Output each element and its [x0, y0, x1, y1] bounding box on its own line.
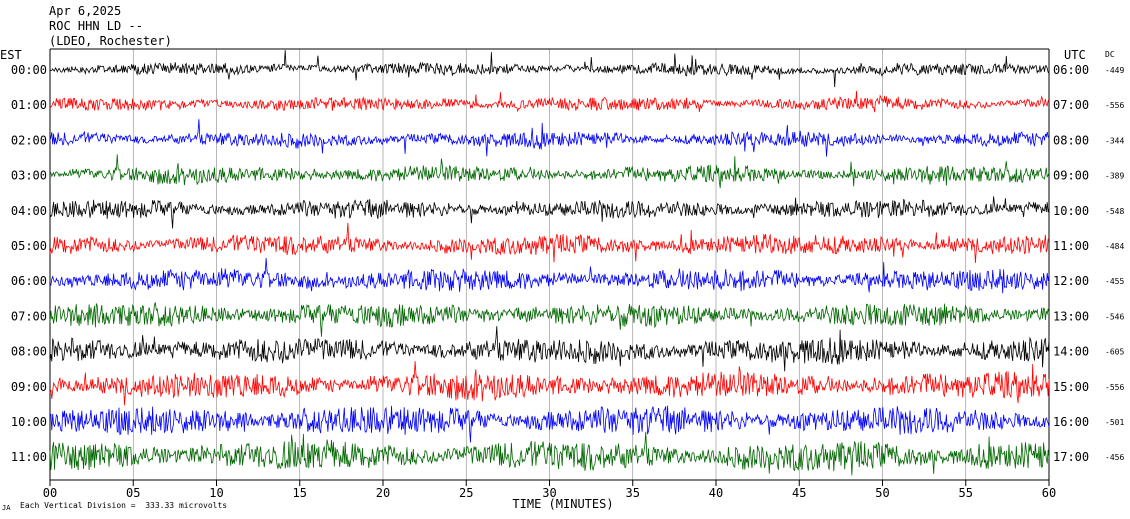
x-tick-label: 35	[626, 486, 640, 500]
seismic-trace	[49, 361, 1050, 406]
utc-hour-label: 14:00	[1053, 345, 1089, 359]
footnote-mark: JA	[2, 504, 11, 512]
dc-offset-value: -389	[1105, 172, 1124, 181]
est-hour-label: 10:00	[11, 415, 47, 429]
grid-lines	[49, 49, 1050, 480]
dc-column-label: DC	[1105, 50, 1115, 59]
utc-hour-label: 09:00	[1053, 169, 1089, 183]
utc-hour-label: 16:00	[1053, 415, 1089, 429]
x-tick-label: 15	[293, 486, 307, 500]
x-tick-label: 25	[459, 486, 473, 500]
time-axis-labels: 00:00 06:00 -449 01:00 07:00 -556 02:00 08:00 -3…	[11, 63, 1125, 464]
dc-offset-value: -605	[1105, 348, 1124, 357]
network-name: (LDEO, Rochester)	[49, 34, 172, 48]
utc-axis-label: UTC	[1064, 48, 1086, 62]
est-hour-label: 06:00	[11, 274, 47, 288]
est-hour-label: 00:00	[11, 63, 47, 77]
x-tick-label: 40	[709, 486, 723, 500]
x-tick-label: 10	[209, 486, 223, 500]
scale-footnote: Each Vertical Division = 333.33 microvol…	[20, 501, 227, 510]
utc-hour-label: 15:00	[1053, 380, 1089, 394]
utc-hour-label: 08:00	[1053, 133, 1089, 147]
est-hour-label: 05:00	[11, 239, 47, 253]
utc-hour-label: 13:00	[1053, 309, 1089, 323]
est-hour-label: 01:00	[11, 98, 47, 112]
seismic-trace	[49, 326, 1050, 372]
dc-offset-value: -484	[1105, 242, 1124, 251]
utc-hour-label: 06:00	[1053, 63, 1089, 77]
x-axis-title: TIME (MINUTES)	[512, 497, 613, 511]
est-hour-label: 03:00	[11, 169, 47, 183]
trace-group	[49, 50, 1050, 476]
est-hour-label: 07:00	[11, 309, 47, 323]
seismic-trace	[49, 431, 1050, 476]
est-axis-label: EST	[0, 48, 22, 62]
est-hour-label: 02:00	[11, 133, 47, 147]
est-hour-label: 09:00	[11, 380, 47, 394]
dc-offset-value: -546	[1105, 312, 1124, 321]
utc-hour-label: 10:00	[1053, 204, 1089, 218]
x-tick-label: 30	[542, 486, 556, 500]
dc-offset-value: -548	[1105, 207, 1124, 216]
plot-date: Apr 6,2025	[49, 4, 122, 18]
seismic-trace	[49, 222, 1049, 263]
dc-offset-value: -455	[1105, 277, 1124, 286]
station-code: ROC HHN LD --	[49, 19, 143, 33]
utc-hour-label: 12:00	[1053, 274, 1089, 288]
x-tick-label: 05	[126, 486, 140, 500]
utc-hour-label: 11:00	[1053, 239, 1089, 253]
seismic-trace	[49, 50, 1050, 88]
x-tick-label: 00	[43, 486, 57, 500]
seismic-trace	[49, 119, 1050, 157]
seismic-trace	[49, 196, 1050, 229]
x-tick-label: 60	[1042, 486, 1056, 500]
dc-offset-value: -456	[1105, 453, 1124, 462]
dc-offset-value: -556	[1105, 101, 1124, 110]
est-hour-label: 08:00	[11, 345, 47, 359]
x-tick-label: 20	[376, 486, 390, 500]
dc-offset-value: -556	[1105, 383, 1124, 392]
x-tick-label: 50	[875, 486, 889, 500]
utc-hour-label: 17:00	[1053, 450, 1089, 464]
dc-offset-value: -344	[1105, 136, 1124, 145]
dc-offset-value: -501	[1105, 418, 1124, 427]
x-tick-label: 45	[792, 486, 806, 500]
dc-offset-value: -449	[1105, 66, 1124, 75]
seismic-trace	[49, 257, 1050, 294]
seismic-trace	[49, 154, 1050, 189]
est-hour-label: 11:00	[11, 450, 47, 464]
utc-hour-label: 07:00	[1053, 98, 1089, 112]
x-tick-label: 55	[959, 486, 973, 500]
seismic-trace	[49, 90, 1050, 113]
seismic-trace	[49, 405, 1050, 443]
seismic-trace	[49, 302, 1050, 337]
est-hour-label: 04:00	[11, 204, 47, 218]
x-axis-ticks: 00 05 10 15 20 25 30 35 40 45 50 55 60	[43, 480, 1056, 500]
